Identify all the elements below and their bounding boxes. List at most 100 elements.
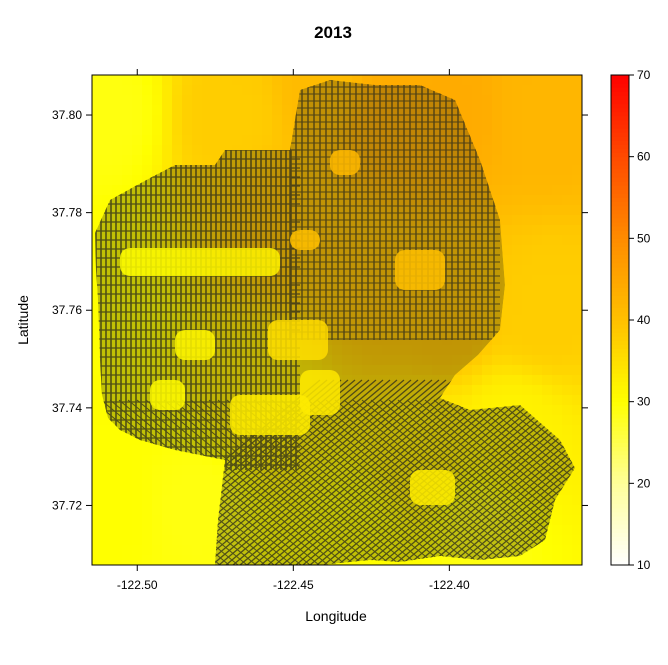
heat-cell	[372, 135, 383, 146]
heat-cell	[522, 355, 533, 366]
heat-cell	[422, 375, 433, 386]
heat-cell	[132, 345, 143, 356]
heat-cell	[202, 155, 213, 166]
heat-cell	[112, 435, 123, 446]
heat-cell	[402, 445, 413, 456]
heat-cell	[552, 225, 563, 236]
heat-cell	[142, 305, 153, 316]
heat-cell	[542, 375, 553, 386]
heat-cell	[472, 145, 483, 156]
heat-cell	[522, 475, 533, 486]
heat-cell	[112, 115, 123, 126]
heat-cell	[352, 515, 363, 526]
heat-cell	[232, 305, 243, 316]
colorbar-swatch	[611, 422, 629, 427]
heat-cell	[92, 315, 103, 326]
heat-cell	[292, 255, 303, 266]
heat-cell	[192, 465, 203, 476]
heat-cell	[152, 225, 163, 236]
heat-cell	[572, 225, 582, 236]
heat-cell	[492, 175, 503, 186]
heat-cell	[432, 395, 443, 406]
colorbar-swatch	[611, 418, 629, 423]
heat-cell	[462, 105, 473, 116]
heat-cell	[172, 305, 183, 316]
heat-cell	[192, 215, 203, 226]
heat-cell	[372, 245, 383, 256]
heat-cell	[372, 115, 383, 126]
heat-cell	[552, 295, 563, 306]
heat-cell	[532, 185, 543, 196]
heat-cell	[312, 415, 323, 426]
heat-cell	[142, 275, 153, 286]
heat-cell	[262, 375, 273, 386]
heat-cell	[502, 375, 513, 386]
heat-cell	[312, 535, 323, 546]
heat-cell	[452, 345, 463, 356]
heat-cell	[532, 395, 543, 406]
heat-cell	[462, 115, 473, 126]
heat-cell	[552, 495, 563, 506]
heat-cell	[282, 275, 293, 286]
heat-cell	[162, 125, 173, 136]
heat-cell	[142, 505, 153, 516]
heat-cell	[222, 355, 233, 366]
y-tick-label: 37.76	[52, 303, 82, 317]
heat-cell	[232, 105, 243, 116]
heat-cell	[292, 115, 303, 126]
heat-cell	[552, 505, 563, 516]
heat-cell	[182, 375, 193, 386]
heat-cell	[572, 365, 582, 376]
heat-cell	[502, 225, 513, 236]
heat-cell	[452, 75, 463, 86]
colorbar-swatch	[611, 434, 629, 439]
heat-cell	[532, 175, 543, 186]
heat-cell	[502, 305, 513, 316]
heat-cell	[472, 245, 483, 256]
heat-cell	[232, 435, 243, 446]
x-axis-label: Longitude	[305, 608, 367, 624]
heat-cell	[192, 295, 203, 306]
heat-cell	[202, 555, 213, 565]
heat-cell	[122, 515, 133, 526]
heat-cell	[262, 175, 273, 186]
heat-cell	[542, 345, 553, 356]
heat-cell	[512, 395, 523, 406]
heat-cell	[242, 165, 253, 176]
heat-cell	[222, 315, 233, 326]
heat-cell	[492, 275, 503, 286]
heat-cell	[472, 295, 483, 306]
heat-cell	[152, 185, 163, 196]
heat-cell	[492, 235, 503, 246]
heat-cell	[522, 395, 533, 406]
heat-cell	[562, 235, 573, 246]
heat-cell	[532, 545, 543, 556]
heat-cell	[272, 485, 283, 496]
heat-cell	[142, 75, 153, 86]
heat-cell	[142, 105, 153, 116]
heat-cell	[502, 445, 513, 456]
heat-cell	[282, 75, 293, 86]
heat-cell	[482, 395, 493, 406]
heat-cell	[242, 115, 253, 126]
heat-cell	[472, 545, 483, 556]
heat-cell	[192, 75, 203, 86]
heat-cell	[122, 555, 133, 565]
heat-cell	[522, 75, 533, 86]
street-line	[280, 399, 482, 565]
heat-cell	[562, 345, 573, 356]
heat-cell	[512, 105, 523, 116]
heat-cell	[432, 375, 443, 386]
heat-cell	[522, 295, 533, 306]
heat-cell	[152, 455, 163, 466]
heat-cell	[442, 95, 453, 106]
heat-cell	[572, 175, 582, 186]
street-line	[190, 399, 392, 565]
heat-cell	[92, 435, 103, 446]
heat-cell	[572, 105, 582, 116]
heat-cell	[382, 75, 393, 86]
heat-cell	[342, 395, 353, 406]
heat-cell	[112, 495, 123, 506]
heat-cell	[252, 465, 263, 476]
heat-cell	[542, 465, 553, 476]
